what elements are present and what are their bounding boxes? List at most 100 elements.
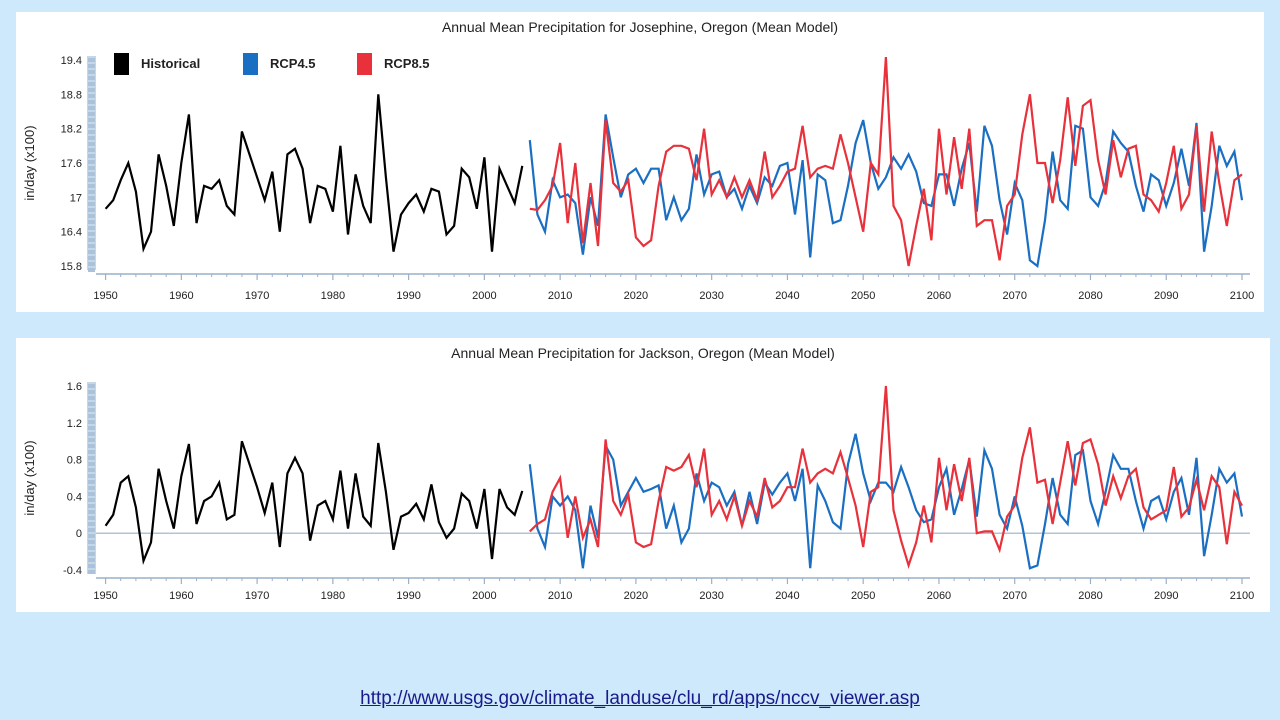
- x-tick-label: 1960: [169, 290, 193, 302]
- x-tick-label: 2090: [1154, 290, 1178, 302]
- legend-swatch[interactable]: [243, 53, 258, 75]
- scrollbar-grip: [88, 202, 95, 206]
- scrollbar-grip: [88, 136, 95, 140]
- scrollbar-grip: [88, 504, 95, 508]
- scrollbar-grip: [88, 516, 95, 520]
- legend-label[interactable]: RCP8.5: [384, 56, 430, 71]
- scrollbar-grip: [88, 390, 95, 394]
- y-tick-label: 17: [70, 192, 82, 204]
- scrollbar-grip: [88, 250, 95, 254]
- series-line-rcp45: [528, 433, 1244, 570]
- scrollbar-grip: [88, 564, 95, 568]
- x-tick-label: 2010: [548, 590, 572, 602]
- scrollbar-grip: [88, 76, 95, 80]
- x-tick-label: 2020: [624, 590, 648, 602]
- scrollbar-grip: [88, 172, 95, 176]
- scrollbar-grip: [88, 268, 95, 272]
- y-tick-label: -0.4: [63, 565, 82, 577]
- scrollbar-grip: [88, 426, 95, 430]
- scrollbar-grip: [88, 456, 95, 460]
- scrollbar-grip: [88, 570, 95, 574]
- scrollbar-grip: [88, 220, 95, 224]
- scrollbar-grip: [88, 160, 95, 164]
- x-tick-label: 1980: [321, 290, 345, 302]
- scrollbar-grip: [88, 498, 95, 502]
- legend-swatch[interactable]: [114, 53, 129, 75]
- source-link[interactable]: http://www.usgs.gov/climate_landuse/clu_…: [360, 688, 920, 709]
- scrollbar-grip: [88, 510, 95, 514]
- y-tick-label: 1.2: [67, 418, 82, 430]
- x-tick-label: 2050: [851, 290, 875, 302]
- scrollbar-grip: [88, 64, 95, 68]
- series-line-historical: [104, 440, 524, 565]
- x-tick-label: 2030: [699, 590, 723, 602]
- scrollbar-grip: [88, 178, 95, 182]
- x-tick-label: 1960: [169, 590, 193, 602]
- y-tick-label: 0.8: [67, 455, 82, 467]
- series-line-rcp85: [529, 57, 1243, 267]
- x-tick-label: 2040: [775, 590, 799, 602]
- x-tick-label: 2000: [472, 590, 496, 602]
- scrollbar-grip: [88, 384, 95, 388]
- x-tick-label: 2090: [1154, 590, 1178, 602]
- x-tick-label: 2100: [1230, 290, 1254, 302]
- scrollbar-grip: [88, 432, 95, 436]
- y-tick-label: 17.6: [61, 158, 82, 170]
- legend-label[interactable]: Historical: [141, 56, 200, 71]
- scrollbar-grip: [88, 118, 95, 122]
- x-tick-label: 1950: [93, 590, 117, 602]
- scrollbar-grip: [88, 82, 95, 86]
- x-tick-label: 2070: [1002, 590, 1026, 602]
- x-tick-label: 2070: [1002, 290, 1026, 302]
- scrollbar-grip: [88, 492, 95, 496]
- x-tick-label: 2010: [548, 290, 572, 302]
- scrollbar-grip: [88, 522, 95, 526]
- scrollbar-grip: [88, 552, 95, 556]
- y-tick-label: 18.8: [61, 89, 82, 101]
- scrollbar-grip: [88, 474, 95, 478]
- series-line-rcp45: [528, 114, 1244, 268]
- y-tick-label: 18.2: [61, 124, 82, 136]
- x-tick-label: 1980: [321, 590, 345, 602]
- chart-panel-josephine: Annual Mean Precipitation for Josephine,…: [16, 12, 1264, 312]
- scrollbar-grip: [88, 124, 95, 128]
- chart-title: Annual Mean Precipitation for Josephine,…: [442, 19, 838, 35]
- scrollbar-grip: [88, 148, 95, 152]
- y-tick-label: 16.4: [61, 227, 82, 239]
- x-tick-label: 2000: [472, 290, 496, 302]
- y-tick-label: 0.4: [67, 491, 82, 503]
- scrollbar-grip: [88, 468, 95, 472]
- scrollbar-grip: [88, 256, 95, 260]
- x-tick-label: 2100: [1230, 590, 1254, 602]
- x-tick-label: 2060: [927, 590, 951, 602]
- y-axis-label: in/day (x100): [22, 125, 37, 200]
- scrollbar-grip: [88, 420, 95, 424]
- x-tick-label: 2020: [624, 290, 648, 302]
- x-tick-label: 1970: [245, 290, 269, 302]
- scrollbar-grip: [88, 196, 95, 200]
- scrollbar-grip: [88, 226, 95, 230]
- scrollbar-grip: [88, 414, 95, 418]
- scrollbar-grip: [88, 130, 95, 134]
- legend-swatch[interactable]: [357, 53, 372, 75]
- x-tick-label: 1990: [396, 590, 420, 602]
- scrollbar-grip: [88, 546, 95, 550]
- scrollbar-grip: [88, 232, 95, 236]
- scrollbar-grip: [88, 450, 95, 454]
- scrollbar-grip: [88, 480, 95, 484]
- scrollbar-grip: [88, 244, 95, 248]
- scrollbar-grip: [88, 438, 95, 442]
- y-axis-label: in/day (x100): [22, 440, 37, 515]
- chart-jackson: Annual Mean Precipitation for Jackson, O…: [22, 345, 1254, 602]
- scrollbar-grip: [88, 558, 95, 562]
- scrollbar-grip: [88, 184, 95, 188]
- scrollbar-grip: [88, 528, 95, 532]
- legend-label[interactable]: RCP4.5: [270, 56, 316, 71]
- scrollbar-grip: [88, 534, 95, 538]
- scrollbar-grip: [88, 238, 95, 242]
- scrollbar-grip: [88, 166, 95, 170]
- scrollbar-grip: [88, 444, 95, 448]
- scrollbar-grip: [88, 142, 95, 146]
- scrollbar-grip: [88, 112, 95, 116]
- y-tick-label: 15.8: [61, 261, 82, 273]
